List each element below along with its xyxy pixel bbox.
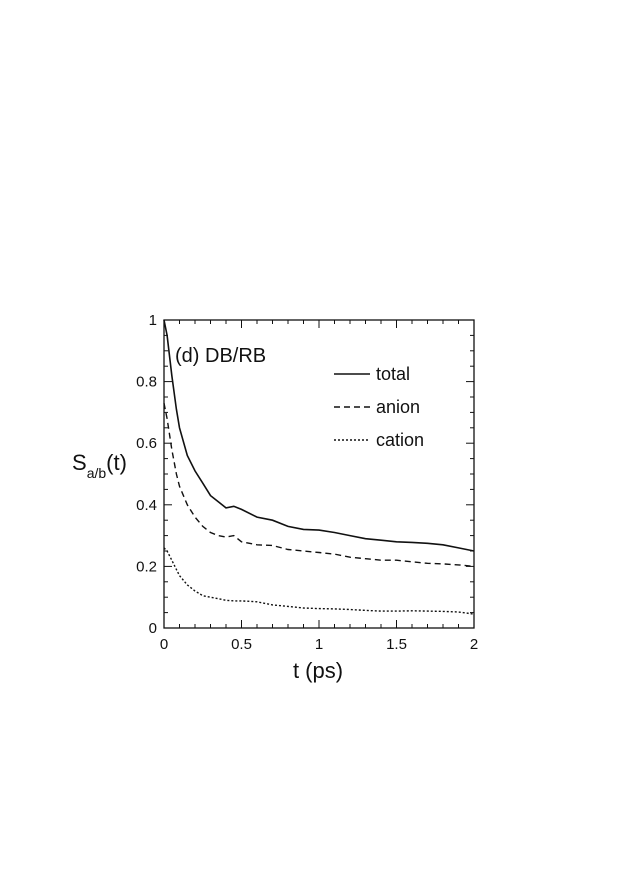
legend-label-anion: anion xyxy=(376,397,420,417)
axis-tick-labels: 0 0.5 1 1.5 2 0 0.2 0.4 0.6 0.8 1 xyxy=(136,312,478,653)
legend: total anion cation xyxy=(334,364,424,450)
x-axis-label: t (ps) xyxy=(293,658,343,683)
axis-ticks xyxy=(163,319,475,629)
series-lines xyxy=(163,319,475,615)
panel-label: (d) DB/RB xyxy=(175,345,266,367)
legend-label-cation: cation xyxy=(376,430,424,450)
y-tick-label: 0.6 xyxy=(136,435,157,452)
x-tick-label: 2 xyxy=(470,636,478,653)
y-axis-label-main: S xyxy=(72,450,87,475)
y-axis-label-subscript: a/b xyxy=(87,465,107,481)
x-tick-label: 1.5 xyxy=(386,636,407,653)
series-cation-line xyxy=(163,547,475,615)
x-tick-label: 0 xyxy=(160,636,168,653)
y-tick-label: 0.4 xyxy=(136,497,157,514)
x-tick-label: 1 xyxy=(315,636,323,653)
series-total-line xyxy=(163,319,475,552)
y-axis-label-suffix: (t) xyxy=(106,450,127,475)
y-axis-label: Sa/b(t) xyxy=(72,450,127,481)
series-anion-line xyxy=(163,403,475,568)
x-tick-label: 0.5 xyxy=(231,636,252,653)
y-tick-label: 0.8 xyxy=(136,374,157,391)
y-tick-label: 0.2 xyxy=(136,558,157,575)
legend-label-total: total xyxy=(376,364,410,384)
y-tick-label: 1 xyxy=(149,312,157,329)
y-tick-label: 0 xyxy=(149,620,157,637)
